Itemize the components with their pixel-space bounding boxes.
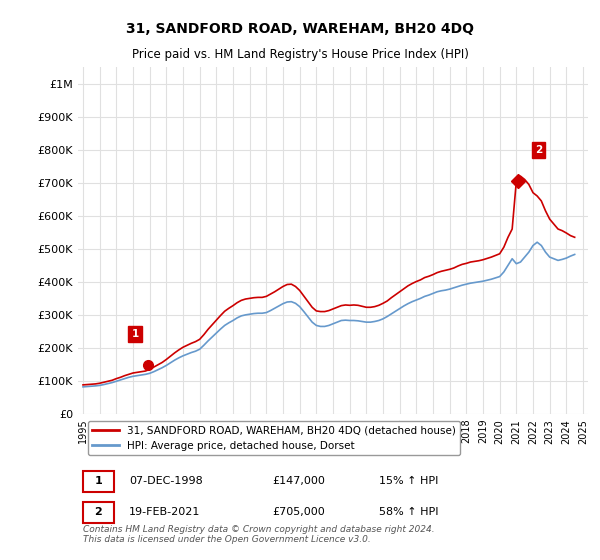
Text: 15% ↑ HPI: 15% ↑ HPI (379, 476, 438, 486)
Text: 31, SANDFORD ROAD, WAREHAM, BH20 4DQ: 31, SANDFORD ROAD, WAREHAM, BH20 4DQ (126, 22, 474, 36)
Text: £147,000: £147,000 (272, 476, 325, 486)
Text: £705,000: £705,000 (272, 507, 325, 517)
Text: 2: 2 (535, 145, 542, 155)
Text: 58% ↑ HPI: 58% ↑ HPI (379, 507, 439, 517)
Text: 1: 1 (95, 476, 102, 486)
FancyBboxPatch shape (83, 471, 114, 492)
FancyBboxPatch shape (83, 502, 114, 523)
Text: 2: 2 (95, 507, 102, 517)
Text: Contains HM Land Registry data © Crown copyright and database right 2024.
This d: Contains HM Land Registry data © Crown c… (83, 525, 435, 544)
Text: Price paid vs. HM Land Registry's House Price Index (HPI): Price paid vs. HM Land Registry's House … (131, 48, 469, 60)
Legend: 31, SANDFORD ROAD, WAREHAM, BH20 4DQ (detached house), HPI: Average price, detac: 31, SANDFORD ROAD, WAREHAM, BH20 4DQ (de… (88, 421, 460, 455)
Text: 19-FEB-2021: 19-FEB-2021 (129, 507, 200, 517)
Text: 1: 1 (131, 329, 139, 339)
Text: 07-DEC-1998: 07-DEC-1998 (129, 476, 203, 486)
